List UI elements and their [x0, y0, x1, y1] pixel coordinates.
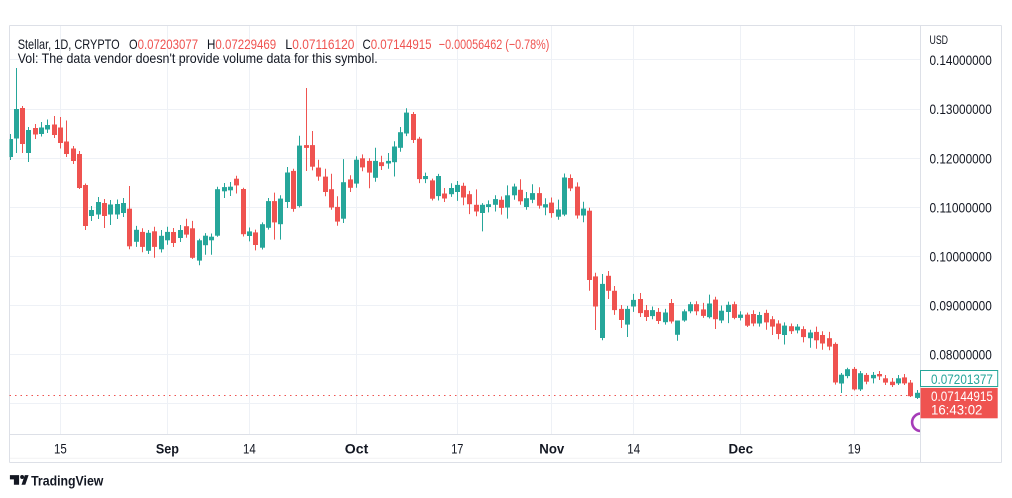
svg-text:0.08000000: 0.08000000	[930, 347, 992, 363]
svg-text:0.07203077: 0.07203077	[138, 36, 199, 52]
svg-text:Stellar, 1D, CRYPTO: Stellar, 1D, CRYPTO	[18, 36, 120, 52]
svg-text:−0.00056462 (−0.78%): −0.00056462 (−0.78%)	[439, 36, 550, 52]
svg-text:Vol: The data vendor doesn't p: Vol: The data vendor doesn't provide vol…	[18, 50, 378, 66]
svg-text:USD: USD	[930, 33, 949, 47]
svg-text:Nov: Nov	[539, 441, 564, 457]
svg-text:0.14000000: 0.14000000	[930, 52, 992, 68]
svg-text:14: 14	[243, 441, 256, 457]
svg-text:Dec: Dec	[729, 441, 754, 457]
svg-text:Sep: Sep	[156, 441, 179, 457]
svg-text:16:43:02: 16:43:02	[931, 402, 983, 418]
svg-text:0.07144915: 0.07144915	[931, 388, 993, 404]
svg-text:15: 15	[54, 441, 67, 457]
svg-text:0.11000000: 0.11000000	[930, 199, 992, 215]
svg-text:0.10000000: 0.10000000	[930, 248, 992, 264]
svg-text:0.12000000: 0.12000000	[930, 150, 992, 166]
svg-text:H: H	[207, 36, 215, 52]
svg-text:C: C	[363, 36, 371, 52]
svg-text:Oct: Oct	[345, 441, 369, 457]
svg-text:0.09000000: 0.09000000	[930, 297, 992, 313]
svg-text:17: 17	[451, 441, 463, 457]
svg-text:0.07229469: 0.07229469	[215, 36, 276, 52]
svg-text:19: 19	[848, 441, 861, 457]
svg-text:L: L	[285, 36, 292, 52]
svg-text:TradingView: TradingView	[31, 473, 104, 488]
svg-text:0.13000000: 0.13000000	[930, 101, 992, 117]
svg-text:14: 14	[627, 441, 640, 457]
svg-text:0.07201377: 0.07201377	[931, 371, 993, 387]
svg-text:0.07144915: 0.07144915	[371, 36, 432, 52]
svg-text:O: O	[129, 36, 138, 52]
svg-text:0.07116120: 0.07116120	[292, 36, 354, 52]
